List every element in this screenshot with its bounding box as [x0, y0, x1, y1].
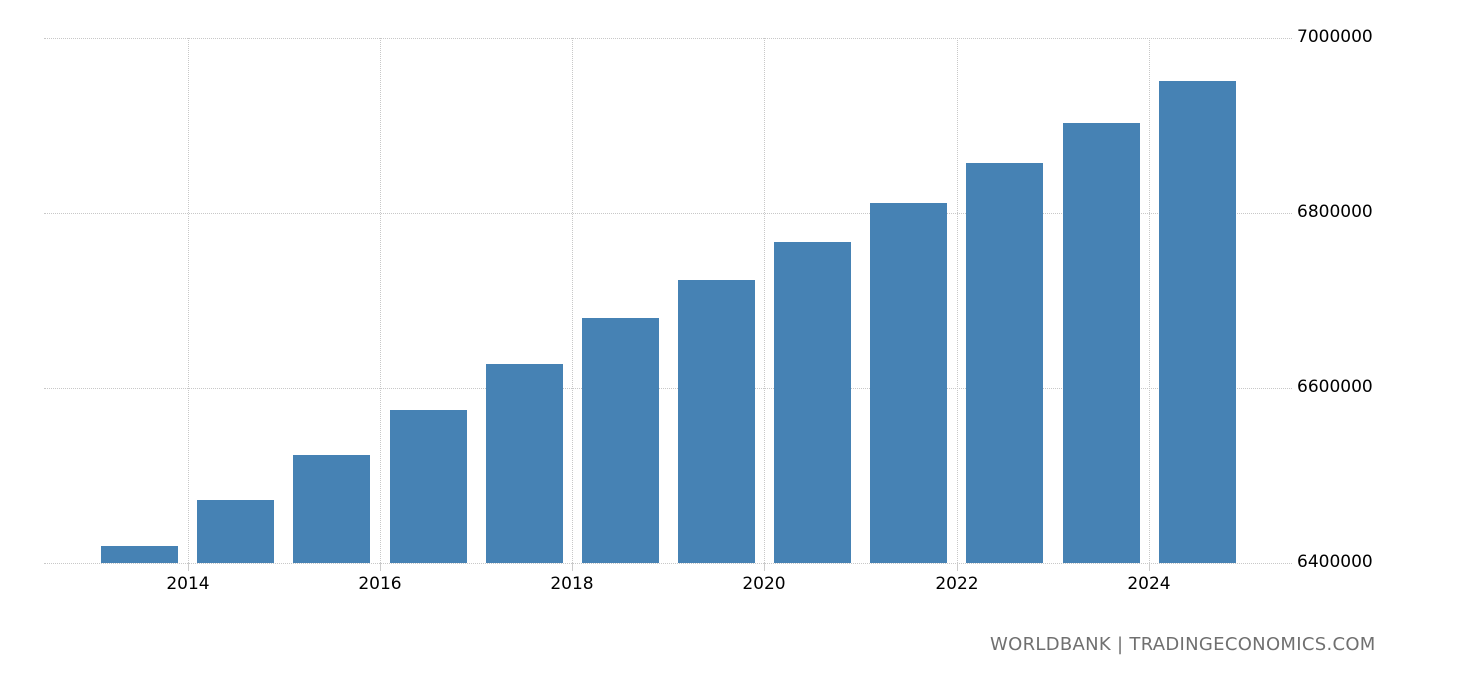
x-gridline: [957, 38, 958, 563]
x-tick-mark: [764, 563, 765, 571]
y-tick-label: 6800000: [1297, 202, 1373, 222]
bar-2017[interactable]: [485, 364, 563, 563]
x-tick-label: 2014: [166, 574, 210, 594]
y-gridline: [44, 213, 1292, 214]
bar-2015[interactable]: [293, 455, 371, 563]
bar-2020[interactable]: [774, 241, 852, 563]
x-gridline: [1149, 38, 1150, 563]
y-gridline: [44, 563, 1292, 564]
y-tick-label: 6400000: [1297, 552, 1373, 572]
bar-2022[interactable]: [966, 163, 1044, 563]
x-tick-label: 2022: [935, 574, 979, 594]
bar-2023[interactable]: [1062, 122, 1140, 563]
bar-2016[interactable]: [389, 409, 467, 563]
x-tick-label: 2016: [358, 574, 402, 594]
bar-2014[interactable]: [197, 500, 275, 563]
x-tick-mark: [380, 563, 381, 571]
x-gridline: [188, 38, 189, 563]
y-tick-label: 6600000: [1297, 377, 1373, 397]
bar-2021[interactable]: [870, 203, 948, 563]
x-gridline: [764, 38, 765, 563]
x-tick-mark: [188, 563, 189, 571]
x-tick-mark: [572, 563, 573, 571]
x-tick-label: 2024: [1127, 574, 1171, 594]
x-tick-label: 2018: [550, 574, 594, 594]
source-attribution: WORLDBANK | TRADINGECONOMICS.COM: [990, 634, 1376, 655]
x-tick-label: 2020: [742, 574, 786, 594]
x-gridline: [380, 38, 381, 563]
bar-2019[interactable]: [677, 280, 755, 563]
bar-2024[interactable]: [1158, 80, 1236, 563]
x-tick-mark: [1149, 563, 1150, 571]
y-gridline: [44, 38, 1292, 39]
x-gridline: [572, 38, 573, 563]
x-tick-mark: [957, 563, 958, 571]
bar-2013[interactable]: [101, 545, 178, 563]
bar-2018[interactable]: [581, 318, 659, 563]
y-gridline: [44, 388, 1292, 389]
y-tick-label: 7000000: [1297, 27, 1373, 47]
